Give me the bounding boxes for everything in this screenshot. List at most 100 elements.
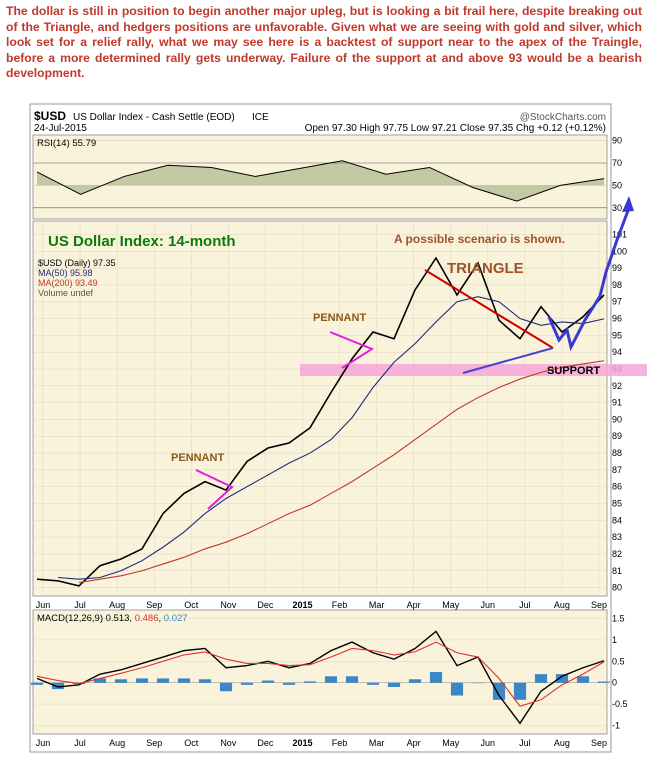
chg-value: +0.12 (+0.12%)	[537, 123, 606, 134]
price-tick-label: 84	[612, 515, 622, 525]
price-tick-label: 97	[612, 297, 622, 307]
rsi-tick-label: 30	[612, 203, 622, 213]
macd-x-tick-label: Jul	[519, 738, 531, 748]
triangle-lower-line	[462, 347, 554, 374]
price-tick-label: 92	[612, 381, 622, 391]
price-tick-label: 88	[612, 448, 622, 458]
macd-legend-main: MACD(12,26,9) 0.513	[37, 613, 129, 624]
rsi-grid: 30 50 70 90	[33, 136, 622, 213]
support-label: SUPPORT	[547, 365, 600, 377]
macd-histogram-bar	[534, 674, 548, 683]
price-x-tick-label: Jul	[74, 600, 86, 610]
macd-x-tick-label: Nov	[220, 738, 237, 748]
close-label: Close	[460, 123, 486, 134]
macd-tick-label: 0.5	[612, 656, 625, 666]
legend-volume: Volume undef	[38, 288, 94, 298]
commentary-text: The dollar is still in position to begin…	[6, 4, 642, 81]
macd-histogram-bar	[429, 672, 443, 683]
high-label: High	[360, 123, 381, 134]
high-value: 97.75	[383, 123, 408, 134]
macd-signal-line	[36, 641, 605, 707]
price-x-tick-label: Jun	[36, 600, 51, 610]
macd-histogram-bar	[177, 678, 191, 683]
open-value: 97.30	[332, 123, 357, 134]
legend-ma50: MA(50) 95.98	[38, 268, 93, 278]
pennant-label-2: PENNANT	[313, 312, 366, 324]
macd-x-tick-label: Aug	[554, 738, 570, 748]
macd-x-tick-label: Jul	[74, 738, 86, 748]
pennant-2-lines	[329, 331, 375, 369]
header-exchange: ICE	[252, 112, 269, 123]
usd-price-line	[36, 256, 605, 587]
macd-histogram-bar	[282, 682, 296, 685]
macd-histogram-bar	[471, 682, 485, 684]
price-tick-label: 100	[612, 246, 627, 256]
price-x-tick-label: Oct	[184, 600, 199, 610]
macd-histogram-bar	[492, 682, 506, 700]
macd-histogram-bar	[198, 679, 212, 683]
price-series	[36, 256, 605, 587]
rsi-tick-label: 90	[612, 136, 622, 146]
header-ohlc: Open 97.30 High 97.75 Low 97.21 Close 97…	[305, 123, 606, 134]
legend-ma200: MA(200) 93.49	[38, 278, 98, 288]
price-x-tick-label: Apr	[407, 600, 421, 610]
macd-tick-label: 1	[612, 635, 617, 645]
header-date: 24-Jul-2015	[34, 123, 87, 134]
macd-histogram-bar	[576, 676, 590, 683]
price-tick-label: 98	[612, 280, 622, 290]
macd-tick-label: -0.5	[612, 699, 628, 709]
scenario-note: A possible scenario is shown.	[394, 232, 565, 246]
ma50-line	[57, 296, 605, 580]
macd-histogram-bar	[51, 682, 65, 690]
main-title-annotation: US Dollar Index: 14-month	[48, 233, 236, 250]
price-tick-label: 81	[612, 566, 622, 576]
macd-histogram-bar	[30, 682, 44, 685]
macd-histogram-bar	[324, 676, 338, 683]
macd-tick-label: 0	[612, 678, 617, 688]
macd-line	[36, 630, 605, 725]
low-value: 97.21	[432, 123, 457, 134]
low-label: Low	[411, 123, 430, 134]
scenario-arrow-head	[622, 196, 634, 212]
price-x-tick-label: Dec	[257, 600, 274, 610]
header-symbol: $USD	[34, 109, 66, 123]
price-x-tick-label: Nov	[220, 600, 237, 610]
macd-x-tick-label: 2015	[292, 738, 312, 748]
price-tick-label: 96	[612, 314, 622, 324]
price-x-tick-label: Jul	[519, 600, 531, 610]
triangle-upper-line	[424, 269, 554, 349]
rsi-tick-label: 50	[612, 180, 622, 190]
macd-legend-hist: 0.027	[164, 613, 188, 624]
pennant-1-lines	[195, 469, 234, 510]
price-x-tick-label: Aug	[109, 600, 125, 610]
macd-panel	[32, 609, 608, 735]
macd-histogram-bar	[513, 682, 527, 700]
macd-x-tick-label: Sep	[146, 738, 162, 748]
macd-histogram-bar	[345, 676, 359, 683]
rsi-line	[36, 160, 605, 202]
scenario-projection-line	[547, 207, 631, 352]
macd-x-tick-label: Aug	[109, 738, 125, 748]
macd-histogram-bar	[114, 679, 128, 683]
price-x-tick-label: Aug	[554, 600, 570, 610]
macd-histogram-bar	[93, 678, 107, 683]
price-tick-label: 82	[612, 549, 622, 559]
macd-histogram-bar	[219, 682, 233, 692]
chg-label: Chg	[516, 123, 534, 134]
macd-histogram-bar	[156, 678, 170, 683]
macd-x-tick-label: Jun	[36, 738, 51, 748]
price-x-tick-label: 2015	[292, 600, 312, 610]
price-x-tick-label: Sep	[146, 600, 162, 610]
macd-tick-label: -1	[612, 720, 620, 730]
macd-histogram-bar	[555, 674, 569, 683]
macd-histogram-bar	[597, 681, 611, 683]
price-x-tick-label: Feb	[332, 600, 348, 610]
price-tick-label: 94	[612, 347, 622, 357]
price-x-tick-label: Jun	[481, 600, 496, 610]
macd-histogram-bar	[135, 678, 149, 683]
rsi-area	[37, 160, 604, 202]
macd-histogram-bar	[303, 681, 317, 683]
macd-x-tick-label: Dec	[257, 738, 274, 748]
price-x-tick-label: May	[442, 600, 460, 610]
